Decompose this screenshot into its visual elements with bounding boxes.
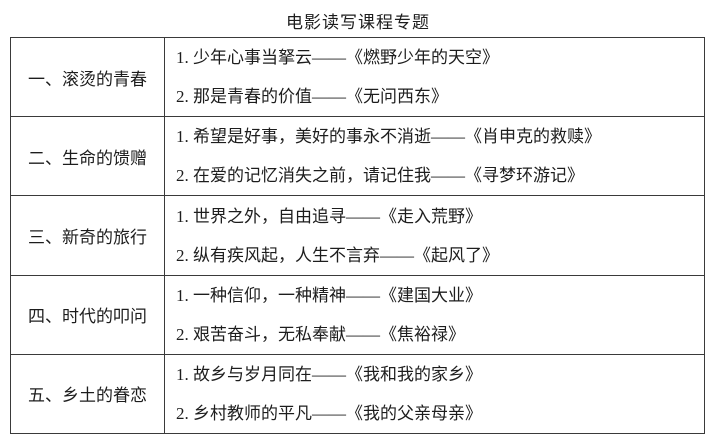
film-item: 1. 一种信仰，一种精神——《建国大业》 <box>176 285 482 305</box>
category-cell: 五、乡土的眷恋 <box>11 354 165 434</box>
items-cell: 1. 希望是好事，美好的事永不消逝——《肖申克的救赎》 2. 在爱的记忆消失之前… <box>165 117 704 195</box>
film-item: 1. 少年心事当拏云——《燃野少年的天空》 <box>176 48 499 68</box>
category-cell: 二、生命的馈赠 <box>11 117 165 196</box>
film-item: 1. 希望是好事，美好的事永不消逝——《肖申克的救赎》 <box>176 127 601 147</box>
table-row: 三、新奇的旅行 1. 世界之外，自由追寻——《走入荒野》 2. 纵有疾风起，人生… <box>11 196 704 276</box>
film-item: 1. 世界之外，自由追寻——《走入荒野》 <box>176 206 482 226</box>
table-row: 四、时代的叩问 1. 一种信仰，一种精神——《建国大业》 2. 艰苦奋斗，无私奉… <box>11 275 704 355</box>
page-title: 电影读写课程专题 <box>286 13 430 32</box>
items-cell: 1. 故乡与岁月同在——《我和我的家乡》 2. 乡村教师的平凡——《我的父亲母亲… <box>165 355 704 433</box>
table-row: 五、乡土的眷恋 1. 故乡与岁月同在——《我和我的家乡》 2. 乡村教师的平凡—… <box>11 354 704 434</box>
items-cell: 1. 少年心事当拏云——《燃野少年的天空》 2. 那是青春的价值——《无问西东》 <box>165 38 704 116</box>
film-item: 1. 故乡与岁月同在——《我和我的家乡》 <box>176 364 482 384</box>
film-item: 2. 那是青春的价值——《无问西东》 <box>176 87 448 107</box>
category-cell: 三、新奇的旅行 <box>11 196 165 275</box>
film-item: 2. 乡村教师的平凡——《我的父亲母亲》 <box>176 403 482 423</box>
category-cell: 四、时代的叩问 <box>11 275 165 354</box>
table-row: 一、滚烫的青春 1. 少年心事当拏云——《燃野少年的天空》 2. 那是青春的价值… <box>11 38 704 118</box>
film-item: 2. 艰苦奋斗，无私奉献——《焦裕禄》 <box>176 324 465 344</box>
course-topics-table: 一、滚烫的青春 1. 少年心事当拏云——《燃野少年的天空》 2. 那是青春的价值… <box>10 37 705 434</box>
film-item: 2. 在爱的记忆消失之前，请记住我——《寻梦环游记》 <box>176 166 584 186</box>
category-cell: 一、滚烫的青春 <box>11 38 165 117</box>
table-row: 二、生命的馈赠 1. 希望是好事，美好的事永不消逝——《肖申克的救赎》 2. 在… <box>11 117 704 197</box>
items-cell: 1. 一种信仰，一种精神——《建国大业》 2. 艰苦奋斗，无私奉献——《焦裕禄》 <box>165 276 704 354</box>
film-item: 2. 纵有疾风起，人生不言弃——《起风了》 <box>176 245 499 265</box>
items-cell: 1. 世界之外，自由追寻——《走入荒野》 2. 纵有疾风起，人生不言弃——《起风… <box>165 196 704 274</box>
